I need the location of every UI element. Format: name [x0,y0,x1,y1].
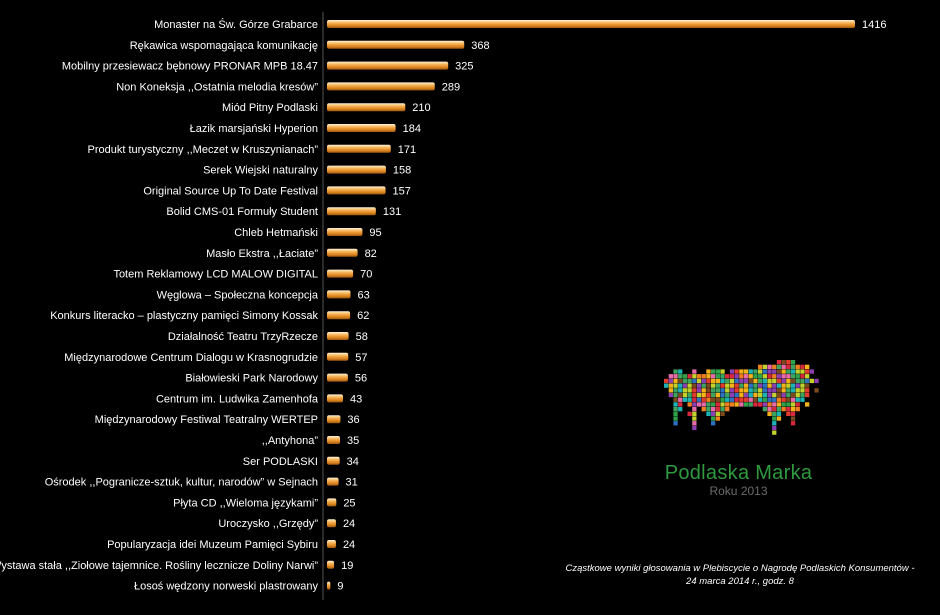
value-label: 31 [346,477,358,489]
bar [327,207,376,216]
category-label: Centrum im. Ludwika Zamenhofa [156,393,319,405]
bar [327,332,349,340]
bar [327,581,331,590]
category-label: Monaster na Św. Górze Grabarce [154,18,318,31]
value-label: 210 [412,102,430,114]
bars-group: Monaster na Św. Górze Grabarce 1416 Rękawi… [0,18,886,593]
bar [327,394,344,403]
value-label: 63 [357,289,369,301]
value-label: 56 [355,373,367,385]
value-label: 57 [355,352,367,364]
value-label: 9 [337,581,343,593]
category-label: Totem Reklamowy LCD MALOW DIGITAL [113,269,318,281]
category-label: Bolid CMS-01 Formuły Student [166,206,318,218]
value-label: 95 [369,227,381,239]
value-label: 157 [393,185,411,197]
category-label: Uroczysko ,,Grzędy” [218,518,318,530]
category-label: Miód Pitny Podlaski [222,102,318,114]
value-label: 34 [347,456,359,468]
footnote-line-1: Cząstkowe wyniki głosowania w Plebiscyci… [565,563,915,574]
bar [327,144,391,153]
bar [327,186,386,195]
logo-title: Podlaska Marka [664,462,813,484]
category-label: Popularyzacja idei Muzeum Pamięci Sybiru [107,539,318,551]
bar [327,415,341,424]
category-label: Rękawica wspomagająca komunikację [130,40,318,52]
bar [327,477,339,486]
bar [327,456,340,465]
value-label: 325 [455,61,473,73]
bar [327,103,406,112]
value-label: 70 [360,269,372,281]
bar [327,560,335,569]
bar [327,269,354,278]
category-label: Ser PODLASKI [243,456,318,468]
bar [327,124,396,132]
logo-subtitle: Roku 2013 [709,484,768,498]
category-label: Konkurs literacko – plastyczny pamięci S… [50,310,318,322]
bar [327,228,363,236]
bar [327,290,351,299]
category-label: Serek Wiejski naturalny [203,165,318,177]
category-label: Wystawa stała ,,Ziołowe tajemnice. Rośli… [0,560,318,572]
category-label: Międzynarodowe Centrum Dialogu w Krasnog… [64,352,318,364]
bar [327,82,435,91]
category-label: Działalność Teatru TrzyRzecze [168,331,318,343]
value-label: 58 [356,331,368,343]
footnote: Cząstkowe wyniki głosowania w Plebiscyci… [555,562,925,588]
category-label: Międzynarodowy Festiwal Teatralny WERTEP [95,414,318,426]
value-label: 368 [471,40,489,52]
category-label: Płyta CD ,,Wieloma językami” [173,497,318,509]
bison-pixel-mosaic-icon [664,360,819,435]
category-label: ,,Antyhona” [262,435,319,447]
category-label: Łazik marsjański Hyperion [190,123,318,135]
value-label: 43 [350,393,362,405]
category-label: Białowieski Park Narodowy [185,373,318,385]
value-label: 36 [347,414,359,426]
value-label: 184 [403,123,421,135]
bar [327,165,386,174]
category-label: Chleb Hetmański [234,227,318,239]
bar [327,540,336,548]
value-label: 289 [442,81,460,93]
value-label: 24 [343,539,355,551]
value-label: 25 [343,497,355,509]
bar [327,311,351,320]
bar [327,20,855,28]
value-label: 19 [341,560,353,572]
bar [327,373,348,382]
value-label: 1416 [862,19,886,31]
value-label: 171 [398,144,416,156]
bar [327,436,341,444]
bar [327,248,358,257]
footnote-line-2: 24 marca 2014 r., godz. 8 [686,576,794,587]
category-label: Węglowa – Społeczna koncepcja [157,289,319,301]
category-label: Produkt turystyczny ,,Meczet w Kruszynia… [88,144,319,156]
value-label: 24 [343,518,355,530]
bar [327,352,349,361]
category-label: Non Koneksja ,,Ostatnia melodia kresów” [116,81,318,93]
category-label: Ośrodek ,,Pogranicze-sztuk, kultur, naro… [45,477,318,489]
value-label: 131 [383,206,401,218]
bar [327,40,465,49]
category-label: Mobilny przesiewacz bębnowy PRONAR MPB 1… [62,61,318,73]
value-label: 35 [347,435,359,447]
value-label: 82 [365,248,377,260]
bar [327,61,449,70]
category-label: Łosoś wędzony norweski plastrowany [134,581,319,593]
bar [327,519,336,528]
value-label: 62 [357,310,369,322]
category-label: Original Source Up To Date Festival [143,185,318,197]
category-label: Masło Ekstra ,,Łaciate” [206,248,318,260]
bar [327,498,337,507]
value-label: 158 [393,165,411,177]
